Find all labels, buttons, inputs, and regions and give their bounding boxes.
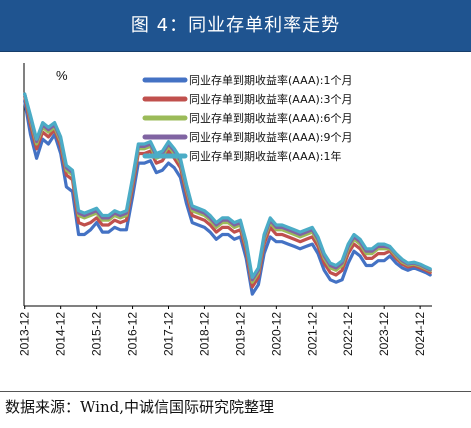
legend-label-2: 同业存单到期收益率(AAA):3个月	[189, 92, 352, 106]
chart-area: % 2013-12 2014-12 2015-12 2016-12 2017-12 2018…	[0, 51, 471, 391]
series-line-5	[23, 92, 432, 279]
x-tick-label-2019-12: 2019-12	[233, 312, 247, 356]
x-tick-label-2014-12: 2014-12	[54, 312, 68, 356]
x-tick-label-2013-12: 2013-12	[18, 312, 32, 356]
x-tick-label-2022-12: 2022-12	[341, 312, 355, 356]
x-tick-label-2020-12: 2020-12	[269, 312, 283, 356]
legend-label-3: 同业存单到期收益率(AAA):6个月	[189, 111, 352, 125]
legend-label-5: 同业存单到期收益率(AAA):1年	[189, 149, 341, 163]
title-bar: 图 4：同业存单利率走势	[0, 0, 471, 52]
x-tick-label-2017-12: 2017-12	[162, 312, 176, 356]
data-source: 数据来源：Wind,中诚信国际研究院整理	[5, 398, 274, 416]
series-line-1	[23, 99, 432, 296]
x-tick-label-2024-12: 2024-12	[413, 312, 427, 356]
x-tick-label-2023-12: 2023-12	[377, 312, 391, 356]
x-tick-label-2021-12: 2021-12	[305, 312, 319, 356]
legend-label-1: 同业存单到期收益率(AAA):1个月	[189, 73, 352, 87]
x-tick-label-2018-12: 2018-12	[198, 312, 212, 356]
legend-label-4: 同业存单到期收益率(AAA):9个月	[189, 130, 352, 144]
line-chart: % 2013-12 2014-12 2015-12 2016-12 2017-12 2018…	[18, 63, 432, 356]
chart-title: 图 4：同业存单利率走势	[130, 15, 341, 36]
y-unit-label: %	[56, 68, 68, 83]
source-divider	[0, 391, 471, 392]
x-tick-label-2015-12: 2015-12	[90, 312, 104, 356]
x-tick-label-2016-12: 2016-12	[126, 312, 140, 356]
series-line-2	[23, 94, 432, 289]
